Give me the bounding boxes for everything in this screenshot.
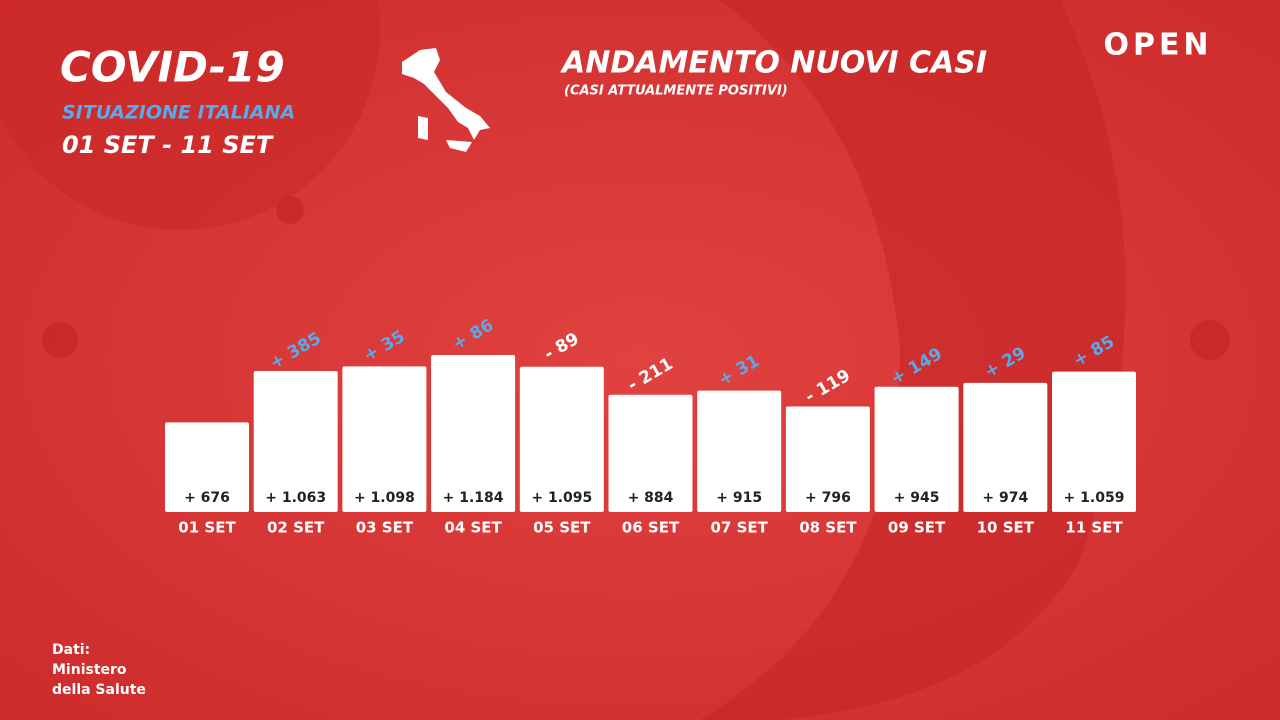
bar: [431, 355, 516, 512]
x-tick-label: 02 SET: [267, 519, 325, 537]
bar: [1052, 371, 1136, 512]
subtitle: SITUAZIONE ITALIANA: [62, 102, 295, 124]
bar: [253, 371, 338, 512]
period: 01 SET - 11 SET: [62, 131, 274, 159]
value-label: + 884: [628, 490, 674, 506]
chart-title: ANDAMENTO NUOVI CASI: [560, 46, 987, 81]
x-tick-label: 05 SET: [533, 519, 591, 537]
value-label: + 676: [184, 490, 230, 506]
value-label: + 1.063: [265, 490, 326, 506]
value-label: + 1.098: [354, 490, 415, 506]
source: Ministero: [52, 662, 127, 678]
bar: [342, 366, 427, 512]
italy-map: [402, 48, 490, 152]
value-label: + 974: [982, 490, 1028, 506]
x-tick-label: 09 SET: [888, 519, 946, 537]
value-label: + 945: [894, 490, 940, 506]
x-tick-label: 10 SET: [977, 519, 1035, 537]
decor: [276, 196, 304, 224]
source: della Salute: [52, 682, 146, 698]
x-tick-label: 04 SET: [444, 519, 502, 537]
x-tick-label: 01 SET: [178, 519, 236, 537]
bar: [963, 382, 1048, 512]
chart-subtitle: (CASI ATTUALMENTE POSITIVI): [564, 84, 788, 99]
decor: [1190, 320, 1230, 360]
x-tick-label: 07 SET: [711, 519, 769, 537]
x-tick-label: 06 SET: [622, 519, 680, 537]
source: Dati:: [52, 642, 90, 658]
x-tick-label: 11 SET: [1065, 519, 1123, 537]
decor: [42, 322, 78, 358]
bar: [874, 386, 959, 512]
logo: OPEN: [1103, 28, 1212, 63]
value-label: + 1.095: [531, 490, 592, 506]
x-tick-label: 03 SET: [356, 519, 414, 537]
value-label: + 915: [716, 490, 762, 506]
bar: [785, 406, 870, 512]
title: COVID-19: [60, 43, 285, 92]
bar: [697, 390, 782, 512]
decor: [0, 0, 380, 230]
x-tick-label: 08 SET: [799, 519, 857, 537]
decor: [700, 0, 1126, 720]
bar: [519, 366, 604, 512]
bar: [608, 394, 693, 512]
value-label: + 1.059: [1064, 490, 1125, 506]
value-label: + 1.184: [443, 490, 504, 506]
value-label: + 796: [805, 490, 851, 506]
bar: [165, 422, 249, 512]
